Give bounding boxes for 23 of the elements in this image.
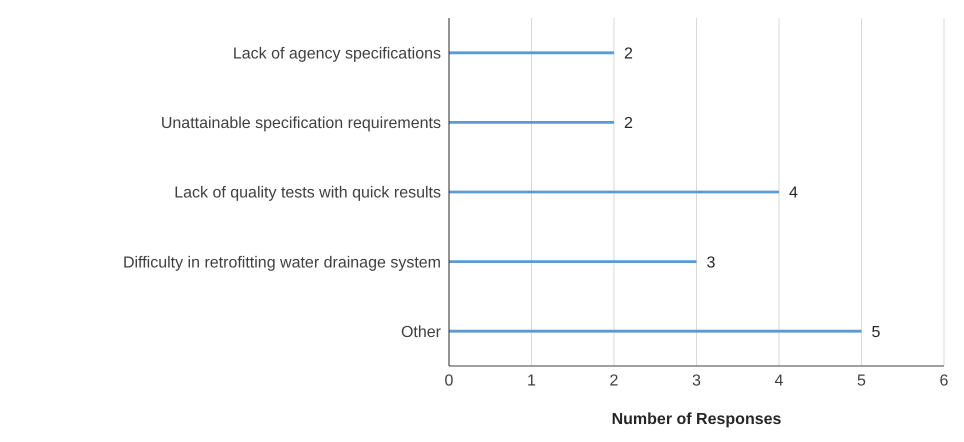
x-tick-label: 6 <box>940 372 949 390</box>
data-label: 2 <box>624 45 633 62</box>
x-axis-title: Number of Responses <box>612 411 782 428</box>
data-label: 3 <box>706 254 716 272</box>
bar <box>449 260 696 263</box>
data-label: 4 <box>789 184 798 202</box>
x-tick-label: 2 <box>610 372 619 390</box>
x-tick-label: 0 <box>444 372 454 390</box>
y-tick-label: Difficulty in retrofitting water drainage system <box>122 254 441 272</box>
bar <box>449 51 614 54</box>
data-label: 2 <box>624 115 633 132</box>
data-label: 5 <box>872 324 880 341</box>
bar <box>449 190 779 194</box>
bar <box>449 330 862 333</box>
y-tick-label: Unattainable specification requirements <box>160 115 441 132</box>
x-tick-label: 3 <box>692 372 702 390</box>
bar <box>449 121 614 124</box>
x-tick-label: 4 <box>774 372 784 390</box>
x-tick-label: 1 <box>527 372 536 390</box>
y-tick-label: Lack of quality tests with quick results <box>174 184 441 202</box>
y-tick-label: Lack of agency specifications <box>232 45 441 62</box>
y-tick-label: Other <box>400 324 442 341</box>
x-tick-label: 5 <box>857 372 866 390</box>
